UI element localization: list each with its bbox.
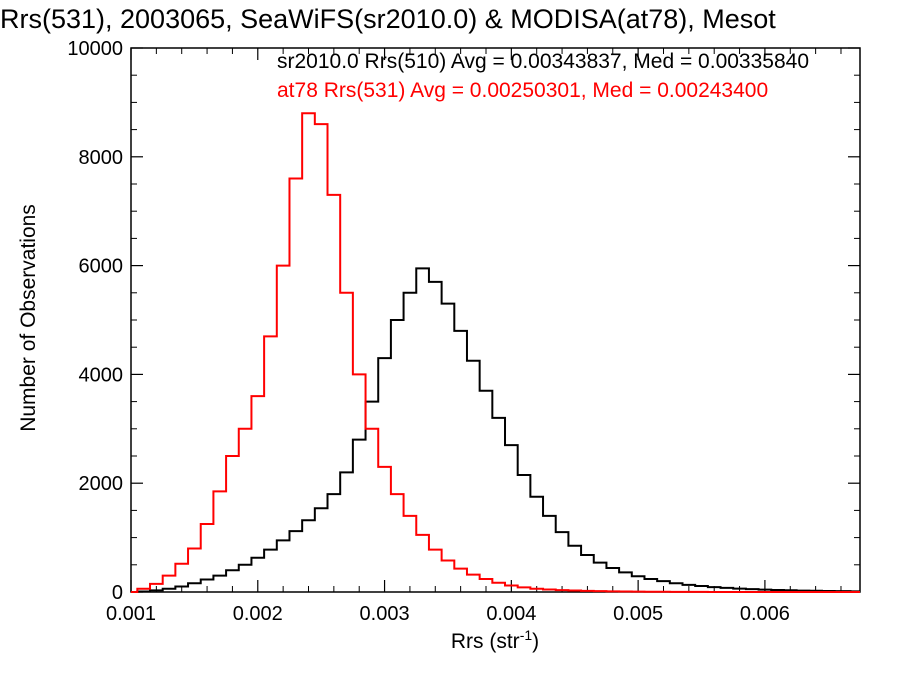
x-tick-label: 0.002 xyxy=(233,603,283,625)
y-tick-label: 2000 xyxy=(79,473,124,495)
y-tick-label: 6000 xyxy=(79,256,124,278)
y-tick-label: 4000 xyxy=(79,364,124,386)
legend-entry-sr2010: sr2010.0 Rrs(510) Avg = 0.00343837, Med … xyxy=(277,50,809,73)
x-axis-title-close: ) xyxy=(532,630,539,653)
x-axis-title: Rrs (str-1) xyxy=(451,627,539,653)
x-tick-label: 0.004 xyxy=(486,603,536,625)
x-tick-label: 0.003 xyxy=(360,603,410,625)
legend-entry-at78: at78 Rrs(531) Avg = 0.00250301, Med = 0.… xyxy=(277,79,768,102)
plot-frame xyxy=(130,47,861,593)
y-tick-label: 10000 xyxy=(67,38,123,60)
x-axis-title-main: Rrs (str xyxy=(451,630,520,653)
series-line-sr2010 xyxy=(131,267,860,593)
chart-title: Rrs(531), 2003065, SeaWiFS(sr2010.0) & M… xyxy=(0,4,776,34)
x-axis-title-superscript: -1 xyxy=(520,627,533,643)
y-tick-label: 8000 xyxy=(79,147,124,169)
y-axis: 0 2000 4000 6000 8000 10000 xyxy=(67,38,860,604)
y-axis-title: Number of Observations xyxy=(17,204,40,432)
x-tick-label: 0.001 xyxy=(106,603,156,625)
y-tick-label: 0 xyxy=(112,582,123,604)
x-tick-label: 0.005 xyxy=(613,603,663,625)
series-layer xyxy=(131,112,860,593)
series-line-at78 xyxy=(131,112,860,593)
x-tick-label: 0.006 xyxy=(740,603,790,625)
x-axis: 0.001 0.002 0.003 0.004 0.005 0.006 xyxy=(106,48,842,625)
